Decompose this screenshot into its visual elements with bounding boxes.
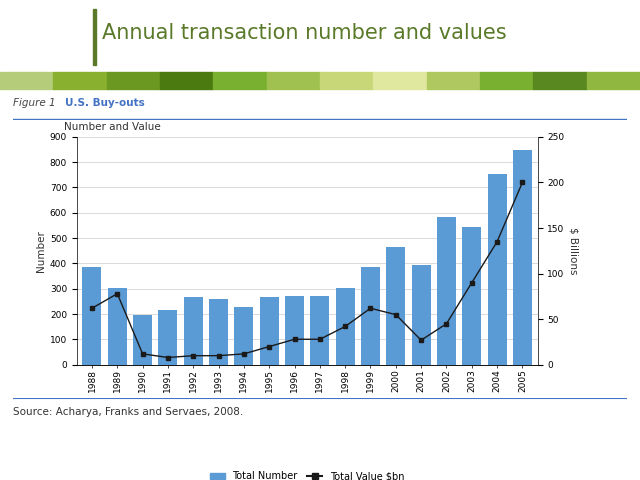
Bar bbox=[513, 150, 532, 365]
Bar bbox=[427, 72, 480, 89]
Legend: Total Number, Total Value $bn: Total Number, Total Value $bn bbox=[206, 468, 408, 480]
Y-axis label: Number: Number bbox=[36, 230, 45, 272]
Bar bbox=[107, 72, 160, 89]
Text: Annual transaction number and values: Annual transaction number and values bbox=[102, 24, 507, 44]
Y-axis label: $ Billions: $ Billions bbox=[568, 227, 579, 275]
Text: 7: 7 bbox=[588, 453, 596, 466]
Bar bbox=[234, 307, 253, 365]
Bar bbox=[213, 72, 267, 89]
Text: U.S. Buy-outs: U.S. Buy-outs bbox=[65, 98, 145, 108]
Bar bbox=[320, 72, 373, 89]
Bar bbox=[488, 174, 507, 365]
Bar bbox=[159, 311, 177, 365]
Bar bbox=[209, 299, 228, 365]
Bar bbox=[387, 247, 405, 365]
Bar bbox=[0, 72, 53, 89]
Bar bbox=[587, 72, 640, 89]
Text: Source: Acharya, Franks and Servaes, 2008.: Source: Acharya, Franks and Servaes, 200… bbox=[13, 407, 243, 417]
Bar bbox=[285, 296, 304, 365]
Bar bbox=[83, 267, 102, 365]
Text: Number and Value: Number and Value bbox=[64, 122, 161, 132]
Bar bbox=[373, 72, 427, 89]
Bar bbox=[160, 72, 213, 89]
Bar bbox=[108, 288, 127, 365]
Bar bbox=[533, 72, 587, 89]
Bar bbox=[480, 72, 533, 89]
Bar bbox=[437, 216, 456, 365]
Bar bbox=[361, 267, 380, 365]
Bar bbox=[260, 297, 278, 365]
Bar bbox=[53, 72, 107, 89]
Text: Figure 1: Figure 1 bbox=[13, 98, 56, 108]
Bar bbox=[336, 288, 355, 365]
Bar bbox=[412, 265, 431, 365]
Bar bbox=[310, 296, 330, 365]
Bar bbox=[133, 315, 152, 365]
Bar bbox=[462, 227, 481, 365]
Bar bbox=[184, 297, 203, 365]
Bar bbox=[93, 9, 96, 65]
Bar bbox=[267, 72, 320, 89]
